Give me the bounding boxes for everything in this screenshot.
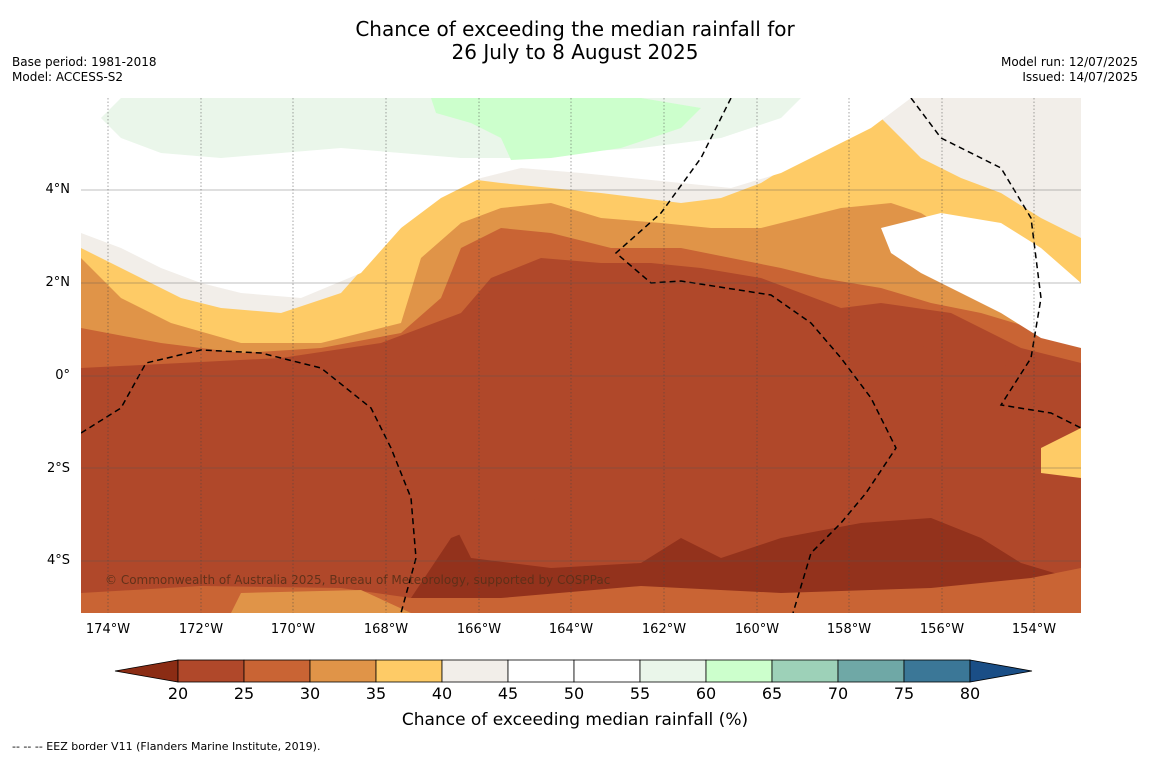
colorbar-tick-label: 20 (167, 684, 189, 703)
lat-label: 0° (55, 368, 70, 383)
lon-label: 154°W (1011, 622, 1057, 637)
colorbar-arrow-low (114, 659, 179, 683)
colorbar-segment (309, 659, 377, 683)
lon-label: 170°W (270, 622, 316, 637)
colorbar-segment (771, 659, 839, 683)
colorbar-arrow-high (969, 659, 1033, 683)
colorbar (114, 659, 1033, 683)
eez-border-2 (614, 97, 897, 614)
fill-35-40-south (231, 590, 411, 613)
colorbar-tick-label: 65 (761, 684, 783, 703)
title-line-1: Chance of exceeding the median rainfall … (355, 17, 795, 41)
map-svg (80, 97, 1082, 614)
title-line-2: 26 July to 8 August 2025 (451, 40, 699, 64)
map-title: Chance of exceeding the median rainfall … (0, 18, 1150, 64)
colorbar-segment (837, 659, 905, 683)
meta-left: Base period: 1981-2018 Model: ACCESS-S2 (12, 55, 157, 85)
colorbar-label: Chance of exceeding median rainfall (%) (401, 710, 749, 730)
model-run: Model run: 12/07/2025 (1000, 55, 1138, 69)
colorbar-tick-label: 30 (299, 684, 321, 703)
lon-label: 166°W (456, 622, 502, 637)
rainfall-map (80, 97, 1082, 614)
eez-border-1 (80, 349, 417, 614)
copyright-notice: © Commonwealth of Australia 2025, Bureau… (105, 573, 611, 587)
fill-35-40-east (1041, 428, 1081, 478)
lon-label: 168°W (363, 622, 409, 637)
base-period: Base period: 1981-2018 (12, 55, 157, 69)
colorbar-segment (639, 659, 707, 683)
lon-label: 158°W (826, 622, 872, 637)
eez-border-3 (910, 97, 1082, 429)
lat-label: 4°S (46, 553, 70, 568)
lon-label: 162°W (641, 622, 687, 637)
colorbar-segment (903, 659, 971, 683)
fill-60-65 (431, 98, 701, 160)
colorbar-tick-label: 25 (233, 684, 255, 703)
colorbar-tick-label: 40 (431, 684, 453, 703)
colorbar-tick-label: 75 (893, 684, 915, 703)
eez-footnote: -- -- -- EEZ border V11 (Flanders Marine… (12, 740, 321, 753)
colorbar-segment (705, 659, 773, 683)
colorbar-tick-label: 60 (695, 684, 717, 703)
colorbar-segment (177, 659, 245, 683)
lat-label: 2°N (45, 275, 71, 290)
colorbar-tick-label: 70 (827, 684, 849, 703)
lon-label: 160°W (734, 622, 780, 637)
colorbar-tick-label: 55 (629, 684, 651, 703)
issued-date: Issued: 14/07/2025 (1022, 70, 1138, 84)
colorbar-tick-label: 80 (959, 684, 981, 703)
colorbar-segment (375, 659, 443, 683)
fill-25-30-south (451, 498, 681, 568)
lon-label: 172°W (178, 622, 224, 637)
colorbar-segment (507, 659, 575, 683)
model-name: Model: ACCESS-S2 (12, 70, 124, 84)
lat-label: 2°S (46, 461, 70, 476)
lon-label: 174°W (85, 622, 131, 637)
meta-right: Model run: 12/07/2025 Issued: 14/07/2025 (1001, 55, 1138, 85)
colorbar-segment (441, 659, 509, 683)
lat-label: 4°N (45, 182, 71, 197)
lon-label: 156°W (919, 622, 965, 637)
colorbar-tick-label: 45 (497, 684, 519, 703)
colorbar-segment (243, 659, 311, 683)
graticule-lat (81, 189, 1081, 562)
lon-label: 164°W (548, 622, 594, 637)
colorbar-tick-label: 35 (365, 684, 387, 703)
colorbar-segment (573, 659, 641, 683)
colorbar-tick-label: 50 (563, 684, 585, 703)
fill-50-55-east (881, 213, 1081, 348)
